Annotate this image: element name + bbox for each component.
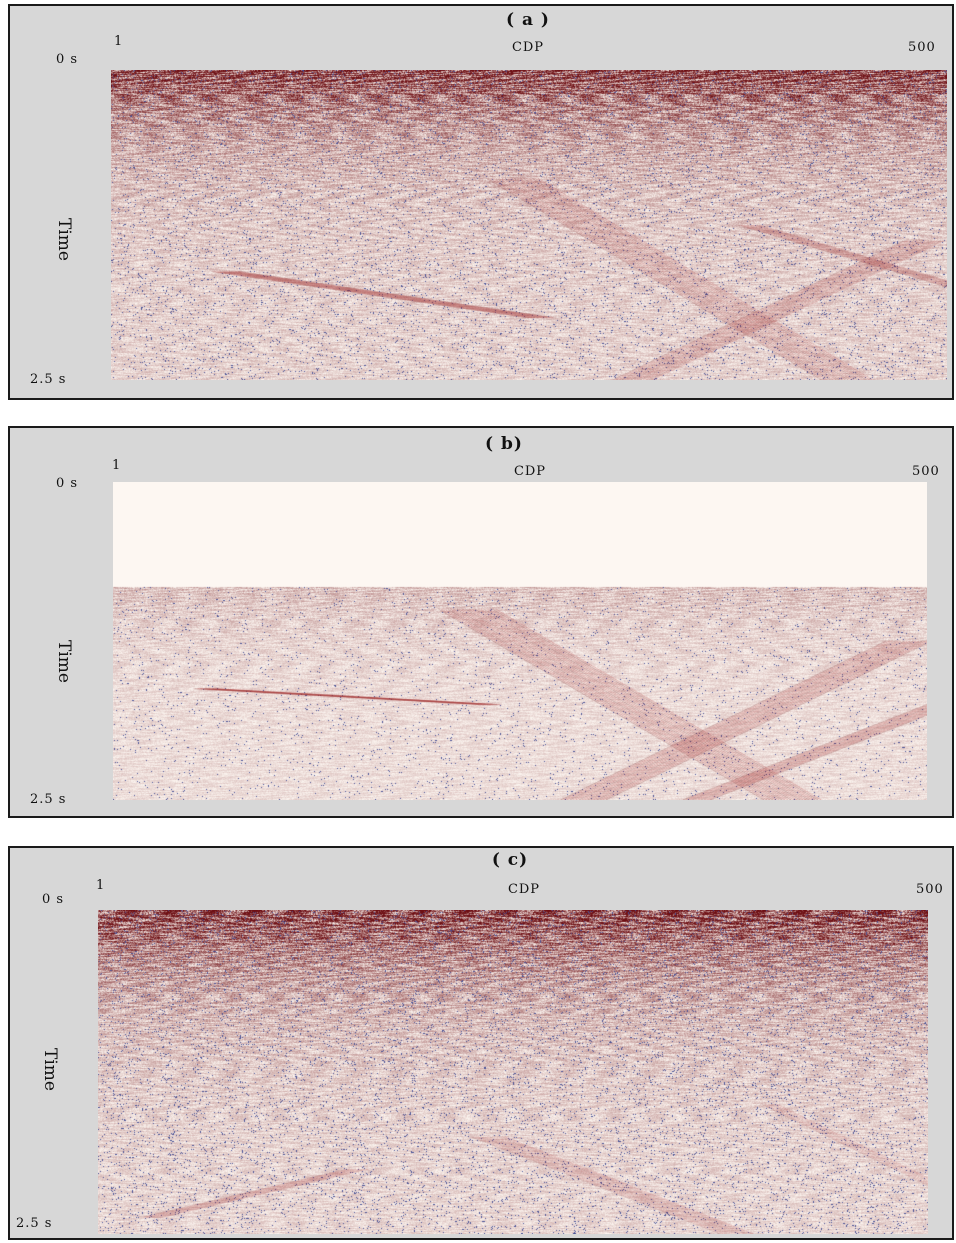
seismic-section-image (113, 482, 927, 800)
y-axis-bottom-label: 2.5 s (30, 372, 67, 387)
x-axis-end-label: 500 (908, 40, 936, 55)
x-axis-start-label: 1 (112, 458, 122, 473)
x-axis-start-label: 1 (96, 878, 106, 893)
y-axis-label: Time (40, 1048, 60, 1091)
y-axis-bottom-label: 2.5 s (30, 792, 67, 807)
panel-title: ( c) (491, 850, 529, 870)
seismic-section-image (98, 910, 928, 1234)
panel-title: ( b) (485, 434, 523, 454)
y-axis-top-label: 0 s (56, 476, 79, 491)
seismic-section-image (111, 70, 947, 380)
x-axis-start-label: 1 (114, 34, 124, 49)
panel-title: ( a ) (506, 10, 550, 30)
y-axis-label: Time (54, 218, 74, 261)
x-axis-label: CDP (513, 464, 547, 479)
y-axis-bottom-label: 2.5 s (16, 1216, 53, 1231)
x-axis-end-label: 500 (912, 464, 940, 479)
panel-c: ( c) 1 CDP 500 0 s Time 2.5 s (8, 846, 954, 1240)
panel-a: ( a ) 1 CDP 500 0 s Time 2.5 s (8, 4, 954, 400)
x-axis-label: CDP (507, 882, 541, 897)
y-axis-top-label: 0 s (42, 892, 65, 907)
x-axis-label: CDP (511, 40, 545, 55)
y-axis-label: Time (54, 640, 74, 683)
x-axis-end-label: 500 (916, 882, 944, 897)
y-axis-top-label: 0 s (56, 52, 79, 67)
panel-b: ( b) 1 CDP 500 0 s Time 2.5 s (8, 426, 954, 818)
